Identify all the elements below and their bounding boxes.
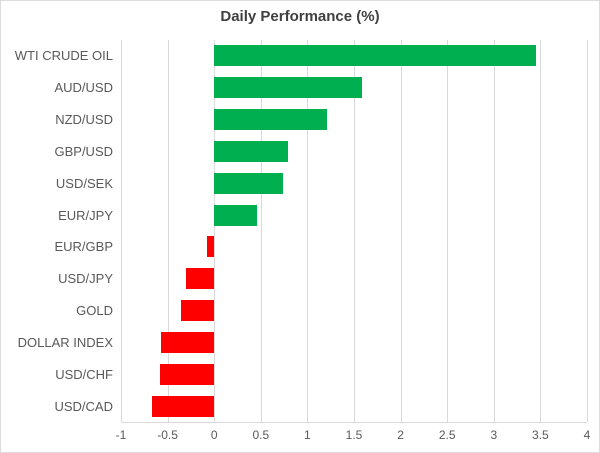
x-tick-label: 0.5 [252,428,270,442]
bar-eur-jpy [214,204,258,226]
gridline [447,40,449,422]
bar-usd-sek [214,172,284,194]
bar-gbp-usd [214,140,288,162]
category-label: USD/JPY [58,271,113,287]
gridline [493,40,495,422]
x-tick-label: 4 [583,428,591,442]
gridline [354,40,355,422]
chart-title: Daily Performance (%) [220,8,380,25]
bar-aud-usd [214,77,363,99]
x-tick-label: 0 [210,428,218,442]
bar-gold [180,300,215,322]
plot-area [121,40,588,423]
category-label: EUR/JPY [58,207,113,223]
bar-dollar-index [161,331,215,353]
x-tick-label: 3 [490,428,498,442]
gridline [167,40,169,422]
category-axis: WTI CRUDE OIL AUD/USD NZD/USD GBP/USD USD/SE… [1,40,113,422]
gridline [400,40,402,422]
gridline [121,40,122,422]
category-label: USD/CAD [54,398,113,414]
x-tick-label: 2.5 [438,428,456,442]
x-tick-label: 3.5 [532,428,549,442]
bar-usd-jpy [186,268,215,290]
x-tick-label: 2 [397,428,404,442]
category-label: DOLLAR INDEX [17,334,113,350]
category-label: USD/CHF [55,366,113,382]
bar-usd-cad [151,395,215,417]
bar-nzd-usd [214,109,327,131]
gridline [214,40,216,422]
bar-eur-gbp [206,236,215,258]
bar-wti-crude-oil [214,45,536,67]
gridline [260,40,262,422]
x-tick-label: -1 [115,428,127,442]
gridline [307,40,309,422]
category-label: WTI CRUDE OIL [14,48,113,64]
bar-usd-chf [160,363,215,385]
category-label: EUR/GBP [54,239,113,255]
x-tick-label: 1 [304,428,311,442]
category-label: AUD/USD [54,80,113,96]
category-label: GBP/USD [54,143,113,159]
category-label: GOLD [76,303,113,319]
x-tick-label: 1.5 [345,428,363,442]
category-label: NZD/USD [55,112,113,128]
gridline [587,40,588,422]
category-label: USD/SEK [55,175,113,191]
gridline [540,40,542,422]
x-tick-label: -0.5 [157,428,178,442]
